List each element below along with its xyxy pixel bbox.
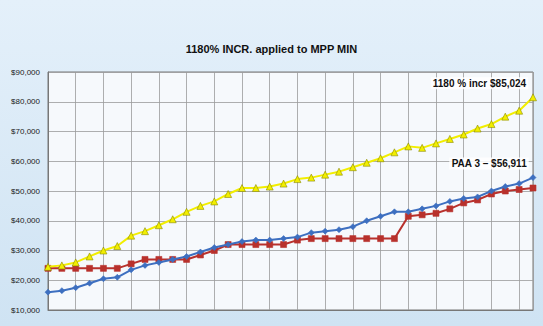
svg-text:$10,000: $10,000 [11,306,40,315]
svg-text:$60,000: $60,000 [11,157,40,166]
svg-text:PAA 3 – $56,911: PAA 3 – $56,911 [452,158,527,169]
svg-text:$40,000: $40,000 [11,216,40,225]
svg-text:1180 % incr $85,024: 1180 % incr $85,024 [433,78,527,89]
svg-text:$80,000: $80,000 [11,97,40,106]
svg-text:$90,000: $90,000 [11,68,40,77]
svg-text:1180% INCR. applied to MPP MIN: 1180% INCR. applied to MPP MIN [186,43,358,55]
svg-text:$70,000: $70,000 [11,127,40,136]
svg-text:$30,000: $30,000 [11,246,40,255]
svg-text:$20,000: $20,000 [11,276,40,285]
svg-text:$50,000: $50,000 [11,187,40,196]
